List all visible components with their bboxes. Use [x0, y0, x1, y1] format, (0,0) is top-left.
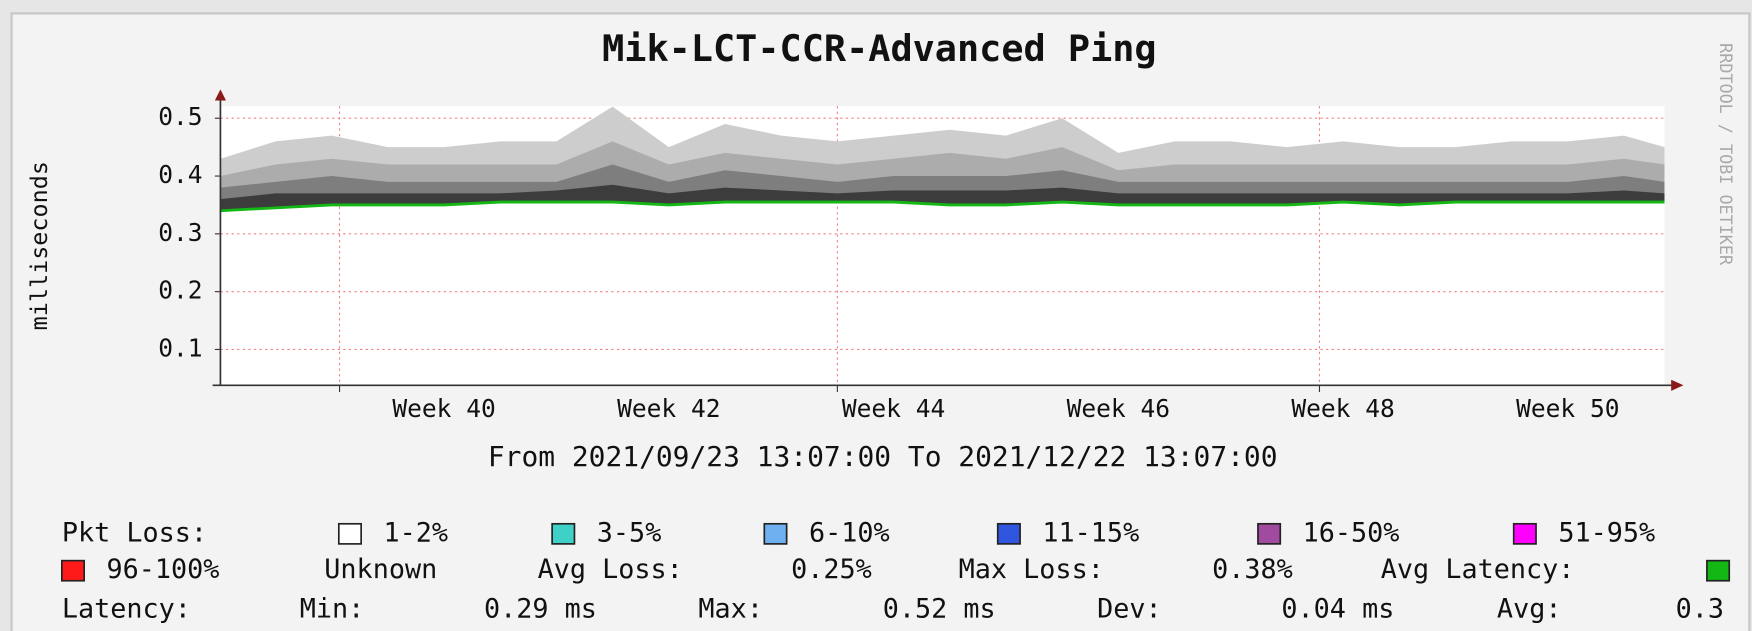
- y-tick-label: 0.1: [158, 333, 202, 362]
- x-axis-arrow: [1671, 379, 1684, 391]
- legend-title: Pkt Loss:: [62, 517, 207, 548]
- stat-label: Avg Latency:: [1381, 554, 1575, 585]
- stat-label: Dev:: [1097, 593, 1162, 624]
- x-tick-label: Week 42: [617, 394, 720, 423]
- legend-swatch: [1512, 522, 1537, 545]
- stat-label: Max:: [698, 593, 763, 624]
- legend-label: 3-5%: [597, 517, 662, 548]
- marks: [220, 106, 1665, 213]
- y-tick-label: 0.3: [158, 218, 202, 247]
- x-tick-label: Week 48: [1291, 394, 1394, 423]
- stat-value: 0.38%: [1212, 554, 1293, 585]
- smoke-band: [220, 184, 1665, 211]
- stat-value: 0.29 ms: [484, 593, 597, 624]
- side-label: RRDTOOL / TOBI OETIKER: [1716, 43, 1736, 266]
- x-tick-label: Week 46: [1067, 394, 1170, 423]
- legend-swatch: [1257, 522, 1282, 545]
- y-tick-label: 0.4: [158, 160, 202, 189]
- x-tick-label: Week 40: [392, 394, 495, 423]
- stat-label: Max Loss:: [959, 554, 1104, 585]
- stat-value: 0.04 ms: [1281, 593, 1394, 624]
- legend-swatch: [763, 522, 788, 545]
- y-axis-arrow: [214, 89, 227, 101]
- y-tick-label: 0.2: [158, 276, 202, 305]
- legend-swatch: [61, 559, 86, 582]
- subtitle: From 2021/09/23 13:07:00 To 2021/12/22 1…: [488, 440, 1278, 473]
- legend-swatch: [337, 522, 362, 545]
- legend-label: 1-2%: [383, 517, 448, 548]
- stat-value: 0.3: [1676, 593, 1724, 624]
- legend-label: Unknown: [324, 554, 437, 585]
- legend-label: 11-15%: [1042, 517, 1139, 548]
- legend-swatch: [551, 522, 576, 545]
- labels: 0.1 0.2 0.3 0.4 0.5 Week 40 Week 42 Week 44 Week…: [61, 102, 1731, 624]
- median-line: [220, 200, 1665, 213]
- y-tick-label: 0.5: [158, 102, 202, 131]
- legend-label: 51-95%: [1558, 517, 1655, 548]
- stat-label: Latency:: [62, 593, 191, 624]
- stat-label: Min:: [300, 593, 365, 624]
- legend-label: 96-100%: [107, 554, 220, 585]
- x-tick-label: Week 50: [1516, 394, 1619, 423]
- stat-label: Avg:: [1497, 593, 1562, 624]
- stat-label: Avg Loss:: [538, 554, 683, 585]
- stat-value: 0.52 ms: [883, 593, 996, 624]
- legend-label: 16-50%: [1303, 517, 1400, 548]
- x-tick-label: Week 44: [842, 394, 945, 423]
- chart-title: Mik-LCT-CCR-Advanced Ping: [602, 27, 1157, 70]
- legend-label: 6-10%: [809, 517, 890, 548]
- y-axis-label: milliseconds: [25, 161, 53, 330]
- legend-swatch: [996, 522, 1021, 545]
- legend-swatch: [1706, 559, 1731, 582]
- stat-value: 0.25%: [791, 554, 872, 585]
